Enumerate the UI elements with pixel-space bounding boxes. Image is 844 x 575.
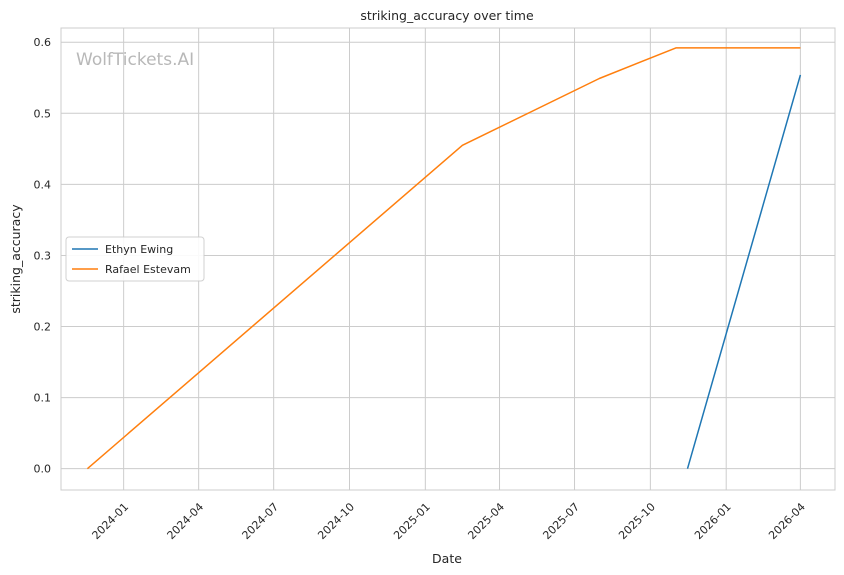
x-tick-label: 2025-01 — [391, 500, 433, 542]
grid — [61, 28, 835, 490]
legend: Ethyn Ewing Rafael Estevam — [65, 236, 205, 282]
x-axis-ticks: 2024-01 2024-04 2024-07 2024-10 2025-01 2025-… — [90, 500, 808, 542]
plot-area-frame — [60, 27, 836, 491]
y-tick-label: 0.2 — [34, 321, 52, 334]
y-axis-ticks: 0.0 0.1 0.2 0.3 0.4 0.5 0.6 — [34, 36, 52, 475]
y-tick-label: 0.0 — [34, 463, 52, 476]
y-tick-label: 0.6 — [34, 36, 52, 49]
y-axis-label: striking_accuracy — [8, 204, 23, 314]
x-tick-label: 2024-04 — [165, 500, 207, 542]
legend-label: Ethyn Ewing — [105, 243, 173, 256]
x-axis-label: Date — [432, 551, 462, 566]
x-tick-label: 2025-04 — [465, 500, 507, 542]
legend-box — [65, 236, 205, 282]
y-tick-label: 0.3 — [34, 249, 52, 262]
x-tick-label: 2025-10 — [616, 500, 658, 542]
legend-label: Rafael Estevam — [105, 263, 191, 276]
watermark: WolfTickets.AI — [76, 50, 194, 70]
chart-title: striking_accuracy over time — [360, 8, 534, 23]
x-tick-label: 2026-04 — [766, 500, 808, 542]
x-tick-label: 2024-07 — [240, 500, 282, 542]
y-tick-label: 0.1 — [34, 392, 52, 405]
y-tick-label: 0.5 — [34, 107, 52, 120]
series-line-ethyn-ewing — [686, 74, 802, 469]
x-tick-label: 2025-07 — [540, 500, 582, 542]
x-tick-label: 2026-01 — [692, 500, 734, 542]
y-tick-label: 0.4 — [34, 178, 52, 191]
series-line-rafael-estevam — [86, 47, 801, 470]
series-lines — [86, 47, 802, 470]
x-tick-label: 2024-01 — [90, 500, 132, 542]
x-tick-label: 2024-10 — [315, 500, 357, 542]
